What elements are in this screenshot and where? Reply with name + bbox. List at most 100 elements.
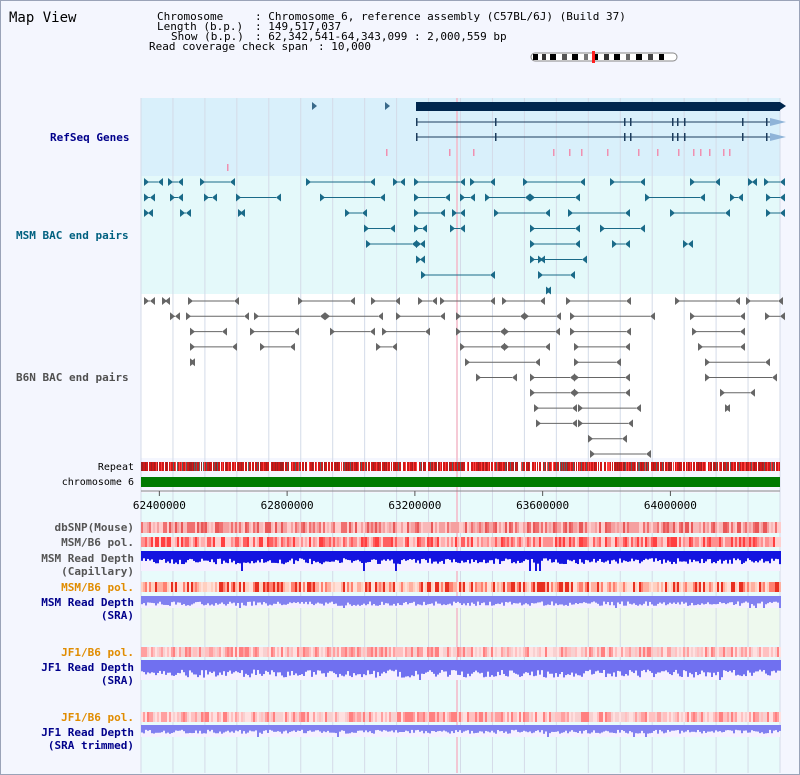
msm-capillary-depth [251,551,253,562]
repeat-cell [607,462,608,471]
msm-pol-cell [289,537,291,547]
dbsnp-cell [667,522,669,533]
msm-sra-depth [177,596,179,603]
jf1-trimmed-depth [231,725,233,732]
jf1-pol-cell [325,647,327,657]
repeat-cell [189,462,190,471]
repeat-cell [186,462,187,471]
dbsnp-cell [757,522,759,533]
jf1-sra-depth [153,660,155,673]
msm-pol2-cell [629,582,631,592]
repeat-cell [435,462,436,471]
msm-capillary-depth [405,551,407,561]
msm-capillary-depth [313,551,315,561]
b6n-bac-end [190,342,195,351]
jf1-sra-depth [355,660,357,676]
jf1-pol-cell [145,647,147,657]
msm-sra-depth [475,596,477,606]
msm-bac-track[interactable] [144,178,785,295]
msm-pol-cell [359,537,361,547]
msm-capillary-depth [267,551,269,562]
jf1-pol2-cell [501,712,503,722]
msm-sra-depth [465,596,467,606]
jf1-pol2-cell [449,712,451,722]
msm-sra-depth [191,596,193,605]
msm-sra-depth [721,596,723,604]
jf1-trimmed-depth [509,725,511,734]
msm-pol-cell [751,537,753,547]
jf1-sra-depth [297,660,299,676]
repeat-cell [481,462,482,471]
jf1-sra-depth [369,660,371,675]
msm-capillary-depth [383,551,385,560]
dbsnp-cell [207,522,209,533]
dbsnp-cell [451,522,453,533]
jf1-pol-cell [387,647,389,657]
jf1-pol-cell [435,647,437,657]
jf1-pol2-cell [743,712,745,722]
msm-sra-depth [441,596,443,606]
jf1-pol-cell [293,647,295,657]
msm-capillary-depth [739,551,741,561]
msm-capillary-depth [755,551,757,562]
msm-sra-depth [689,596,691,606]
msm-sra-depth [247,596,249,602]
jf1-pol-cell [567,647,569,657]
chromosome-ideogram[interactable] [528,51,682,65]
jf1-pol-cell [491,647,493,657]
repeat-cell [656,462,657,471]
jf1-pol2-cell [561,712,563,722]
b6n-bac-track[interactable] [144,297,785,458]
msm-pol2-cell [429,582,431,592]
msm-capillary-depth [165,551,167,563]
msm-capillary-depth [179,551,181,560]
refseq-mark [553,149,555,156]
msm-pol-cell [717,537,719,547]
jf1-pol2-cell [623,712,625,722]
jf1-pol-cell [173,647,175,657]
msm-bac-end [393,178,398,186]
repeat-cell [679,462,680,471]
jf1-sra-depth [427,660,429,672]
msm-pol-cell [293,537,295,547]
jf1-trimmed-depth [301,725,303,730]
msm-capillary-depth [331,551,333,562]
jf1-pol-cell [405,647,407,657]
msm-pol2-cell [475,582,477,592]
repeat-cell [767,462,768,471]
repeat-cell [520,462,521,471]
msm-sra-depth [617,596,619,603]
jf1-trimmed-depth [459,725,461,731]
msm-capillary-depth [515,551,517,564]
msm-capillary-depth [639,551,641,564]
msm-capillary-depth [253,551,255,564]
jf1-pol-cell [493,647,495,657]
msm-pol2-cell [237,582,239,592]
msm-pol-cell [161,537,163,547]
dbsnp-cell [461,522,463,533]
msm-pol-cell [501,537,503,547]
msm-sra-depth [345,596,347,606]
msm-sra-depth [349,596,351,605]
jf1-trimmed-depth [269,725,271,730]
msm-sra-depth [211,596,213,605]
msm-pol-cell [223,537,225,547]
b6n-bac-end [456,327,461,336]
jf1-pol2-cell [725,712,727,722]
msm-sra-depth [715,596,717,605]
jf1-sra-depth [441,660,443,671]
jf1-pol2-cell [279,712,281,722]
refseq-genes-track[interactable] [227,102,786,171]
msm-bac-end [414,209,419,217]
dbsnp-cell [317,522,319,533]
jf1-pol-cell [609,647,611,657]
msm-capillary-depth [733,551,735,559]
b6n-bac-end [690,312,695,321]
msm-pol-cell [519,537,521,547]
repeat-cell [166,462,167,471]
jf1-sra-depth [413,660,415,677]
msm-capillary-depth [371,551,373,560]
jf1-pol2-cell [543,712,545,722]
msm-pol-cell [495,537,497,547]
